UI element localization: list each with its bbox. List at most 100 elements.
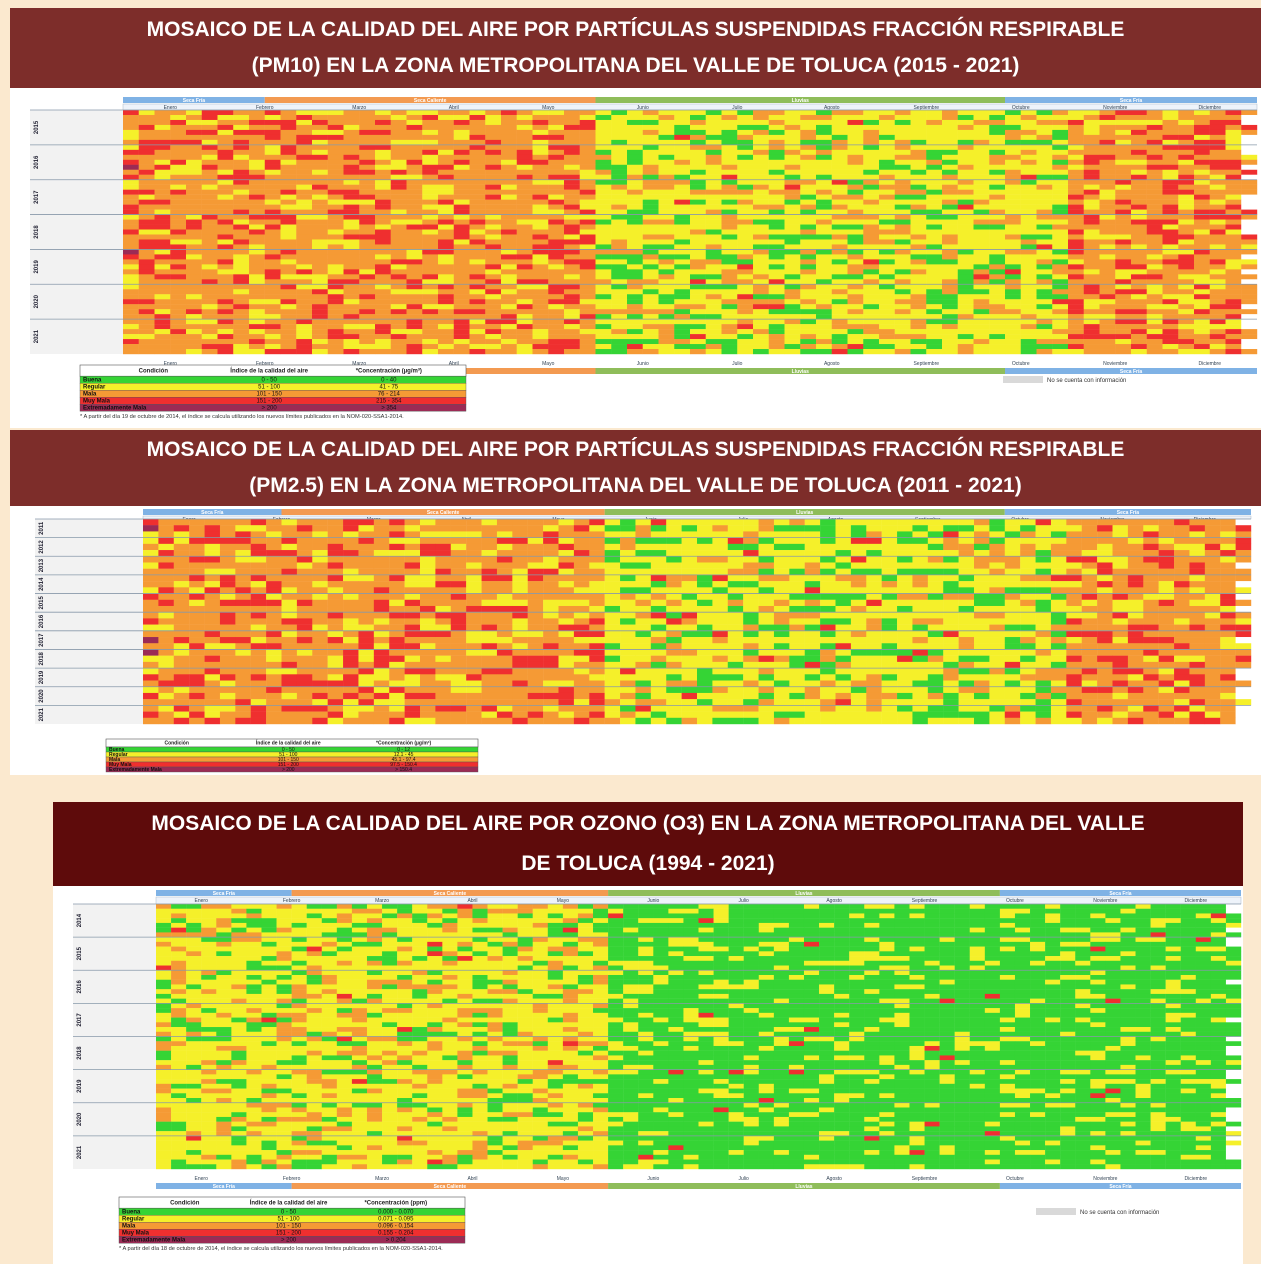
- mosaic-cell: [1189, 581, 1206, 588]
- mosaic-cell: [942, 154, 958, 160]
- mosaic-cell: [543, 581, 559, 588]
- mosaic-cell: [1036, 189, 1053, 195]
- mosaic-cell: [406, 184, 423, 190]
- mosaic-cell: [558, 587, 575, 594]
- mosaic-cell: [516, 144, 533, 151]
- mosaic-cell: [573, 581, 590, 588]
- mosaic-cell: [1131, 224, 1147, 230]
- mosaic-cell: [527, 599, 544, 607]
- mosaic-cell: [527, 568, 544, 576]
- mosaic-cell: [847, 329, 864, 335]
- mosaic-cell: [1204, 593, 1221, 600]
- mosaic-cell: [438, 284, 454, 290]
- mosaic-cell: [973, 119, 990, 126]
- mosaic-cell: [438, 154, 454, 160]
- mosaic-cell: [894, 319, 911, 325]
- mosaic-cell: [453, 139, 470, 146]
- mosaic-cell: [1225, 244, 1242, 250]
- mosaic-cell: [186, 259, 202, 265]
- mosaic-cell: [768, 249, 785, 255]
- mosaic-cell: [674, 134, 691, 141]
- mosaic-cell: [501, 319, 517, 325]
- mosaic-cell: [327, 179, 344, 185]
- mosaic-cell: [564, 299, 580, 305]
- mosaic-cell: [158, 562, 174, 569]
- mosaic-cell: [831, 314, 848, 320]
- mosaic-cell: [201, 329, 218, 335]
- mosaic-cell: [1035, 568, 1052, 576]
- mosaic-cell: [674, 239, 691, 245]
- mosaic-cell: [910, 159, 927, 165]
- mosaic-cell: [1005, 204, 1021, 210]
- mosaic-cell: [974, 605, 990, 613]
- mosaic-cell: [1083, 294, 1100, 300]
- mosaic-cell: [1099, 159, 1116, 165]
- mosaic-cell: [233, 169, 250, 175]
- mosaic-cell: [753, 179, 769, 185]
- mosaic-cell: [604, 525, 621, 532]
- mosaic-cell: [1162, 159, 1179, 165]
- mosaic-cell: [727, 612, 744, 619]
- mosaic-cell: [850, 550, 867, 557]
- mosaic-cell: [1004, 618, 1021, 625]
- mosaic-cell: [989, 139, 1006, 146]
- mosaic-cell: [768, 259, 785, 265]
- mosaic-cell: [1083, 209, 1100, 215]
- mosaic-cell: [1146, 344, 1163, 350]
- mosaic-cell: [1204, 581, 1221, 588]
- mosaic-cell: [690, 239, 706, 245]
- mosaic-cell: [453, 179, 470, 185]
- mosaic-cell: [312, 334, 328, 340]
- mosaic-cell: [1068, 309, 1084, 315]
- mosaic-cell: [784, 294, 801, 300]
- mosaic-cell: [343, 274, 360, 280]
- mosaic-cell: [847, 110, 864, 116]
- mosaic-cell: [957, 304, 974, 310]
- mosaic-cell: [816, 224, 832, 230]
- mosaic-cell: [642, 349, 659, 355]
- mosaic-cell: [1052, 159, 1069, 165]
- mosaic-cell: [1204, 618, 1221, 625]
- mosaic-cell: [1162, 169, 1179, 175]
- mosaic-cell: [879, 214, 895, 220]
- mosaic-cell: [784, 179, 801, 185]
- mosaic-cell: [611, 274, 628, 280]
- mosaic-cell: [548, 334, 565, 340]
- mosaic-cell: [863, 319, 880, 325]
- mosaic-cell: [138, 149, 155, 156]
- mosaic-cell: [438, 124, 454, 131]
- mosaic-cell: [481, 568, 498, 576]
- mosaic-cell: [942, 114, 958, 121]
- mosaic-cell: [264, 269, 281, 275]
- mosaic-cell: [579, 244, 596, 250]
- mosaic-cell: [501, 279, 517, 285]
- mosaic-cell: [1131, 279, 1147, 285]
- mosaic-cell: [910, 139, 927, 146]
- mosaic-cell: [1052, 249, 1069, 255]
- mosaic-cell: [1052, 229, 1069, 235]
- mosaic-cell: [1209, 184, 1226, 190]
- mosaic-cell: [138, 209, 155, 215]
- mosaic-cell: [123, 314, 139, 320]
- mosaic-cell: [866, 624, 882, 632]
- mosaic-cell: [389, 599, 405, 607]
- mosaic-cell: [1020, 179, 1037, 185]
- mosaic-cell: [558, 593, 575, 600]
- mosaic-cell: [579, 334, 596, 340]
- mosaic-cell: [564, 110, 580, 116]
- mosaic-cell: [658, 204, 675, 210]
- mosaic-cell: [1036, 144, 1053, 151]
- mosaic-cell: [390, 114, 407, 121]
- mosaic-cell: [422, 129, 439, 136]
- mosaic-cell: [264, 294, 281, 300]
- mosaic-cell: [595, 274, 612, 280]
- mosaic-cell: [1004, 525, 1021, 532]
- legend-index: 0 - 50: [261, 378, 277, 384]
- mosaic-cell: [143, 550, 159, 557]
- mosaic-cell: [1005, 274, 1021, 280]
- mosaic-cell: [469, 189, 486, 195]
- mosaic-cell: [758, 605, 775, 613]
- mosaic-cell: [186, 114, 202, 121]
- mosaic-cell: [485, 329, 502, 335]
- mosaic-cell: [768, 184, 785, 190]
